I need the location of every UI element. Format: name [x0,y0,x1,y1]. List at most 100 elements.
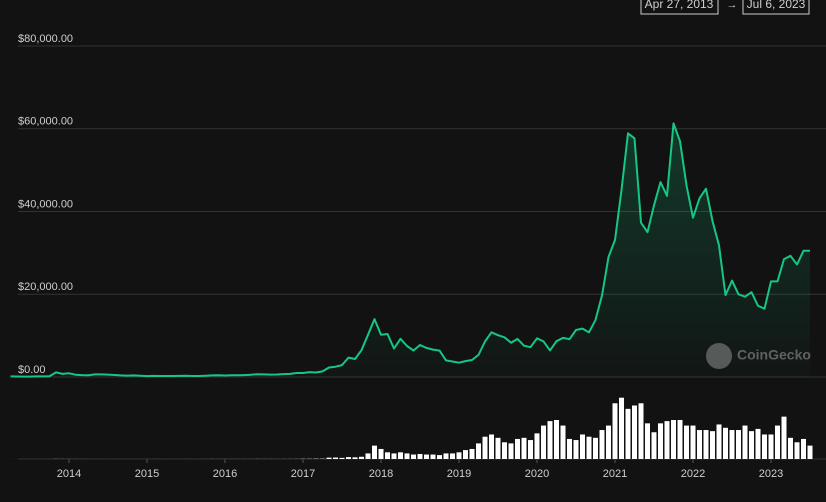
volume-bar [593,437,598,459]
volume-bar [463,450,468,459]
volume-bar [378,448,384,459]
volume-bar [801,438,806,459]
volume-bar [697,430,702,459]
volume-bar [690,425,696,459]
volume-bar [482,436,488,459]
volume-bar [762,434,767,459]
volume-bar [476,443,481,459]
volume-bar [541,425,546,459]
volume-bar [645,423,650,459]
range-start[interactable]: Apr 27, 2013 [645,0,714,11]
range-end[interactable]: Jul 6, 2023 [747,0,806,11]
volume-bar [703,430,709,459]
volume-bar [495,437,501,459]
volume-bar [658,423,663,459]
volume-bar [346,457,351,459]
volume-bar [775,425,780,459]
volume-bar [430,454,436,459]
volume-bar [391,453,397,459]
y-tick-label: $0.00 [18,364,46,376]
volume-bar [664,421,670,459]
range-end-box[interactable] [742,0,810,15]
y-tick-label: $40,000.00 [18,198,73,210]
volume-bar [339,457,345,459]
volume-bar [417,453,423,459]
volume-bar [788,437,793,459]
volume-bar [807,445,813,459]
x-tick-label: 2020 [525,468,549,480]
volume-bar [450,453,455,459]
volume-bar [372,445,377,459]
volume-bar [443,453,449,459]
volume-bar [489,434,494,459]
volume-bar [456,452,462,459]
price-line [10,122,810,378]
volume-bar [398,452,403,459]
x-tick-label: 2021 [603,468,627,480]
price-area [10,123,810,378]
volume-bar [651,432,657,459]
x-tick-label: 2017 [291,468,315,480]
x-tick-label: 2014 [57,468,81,480]
volume-bar [567,438,572,459]
volume-bar [326,457,332,459]
volume-bar [749,431,754,459]
volume-bar [521,437,527,459]
watermark-group: CoinGecko [706,343,811,369]
volume-bar [554,420,559,459]
volume-bar [677,420,683,459]
volume-bar [755,428,761,459]
x-tick-label: 2019 [447,468,471,480]
volume-bar [424,454,429,459]
volume-bar [534,433,540,459]
volume-bar [723,427,728,459]
y-tick-label: $20,000.00 [18,281,73,293]
range-arrow: → [727,0,738,11]
volume-bar [606,425,611,459]
volume-bar [352,457,358,459]
x-tick-label: 2015 [135,468,159,480]
volume-bar [736,430,741,459]
volume-bar [528,440,533,459]
volume-bar [671,420,676,459]
x-tick-label: 2022 [681,468,705,480]
volume-bar [502,442,507,459]
volume-bar [385,452,390,459]
volume-bar [794,442,800,459]
volume-bar [781,416,787,459]
volume-bar [625,408,631,459]
watermark: CoinGecko [737,347,811,363]
volume-bar [580,434,585,459]
volume-bar [437,455,442,459]
watermark-logo [706,343,732,369]
volume-bar [710,431,715,459]
volume-bar [729,430,735,459]
volume-bar [404,453,410,459]
x-tick-label: 2023 [759,468,783,480]
volume-bar [547,421,553,459]
volume-bar [560,425,566,459]
volume-bar [469,448,475,459]
volume-bar [359,456,364,459]
volume-bar [333,457,338,459]
volume-bar [515,438,520,459]
volume-bar [612,403,618,459]
range-start-box[interactable] [640,0,719,15]
volume-bar [573,440,579,459]
x-tick-label: 2016 [213,468,237,480]
volume-bar [365,453,371,459]
volume-bar [684,425,689,459]
y-tick-label: $80,000.00 [18,33,73,45]
volume-bar [716,424,722,459]
volume-bar [508,443,514,459]
volume-bar [768,434,774,459]
volume-bar [411,454,416,459]
volume-bar [599,430,605,459]
x-tick-label: 2018 [369,468,393,480]
volume-bar [586,436,592,459]
volume-bar [632,405,637,459]
volume-bar [619,397,624,459]
volume-bar [638,403,644,459]
volume-bar [742,425,748,459]
